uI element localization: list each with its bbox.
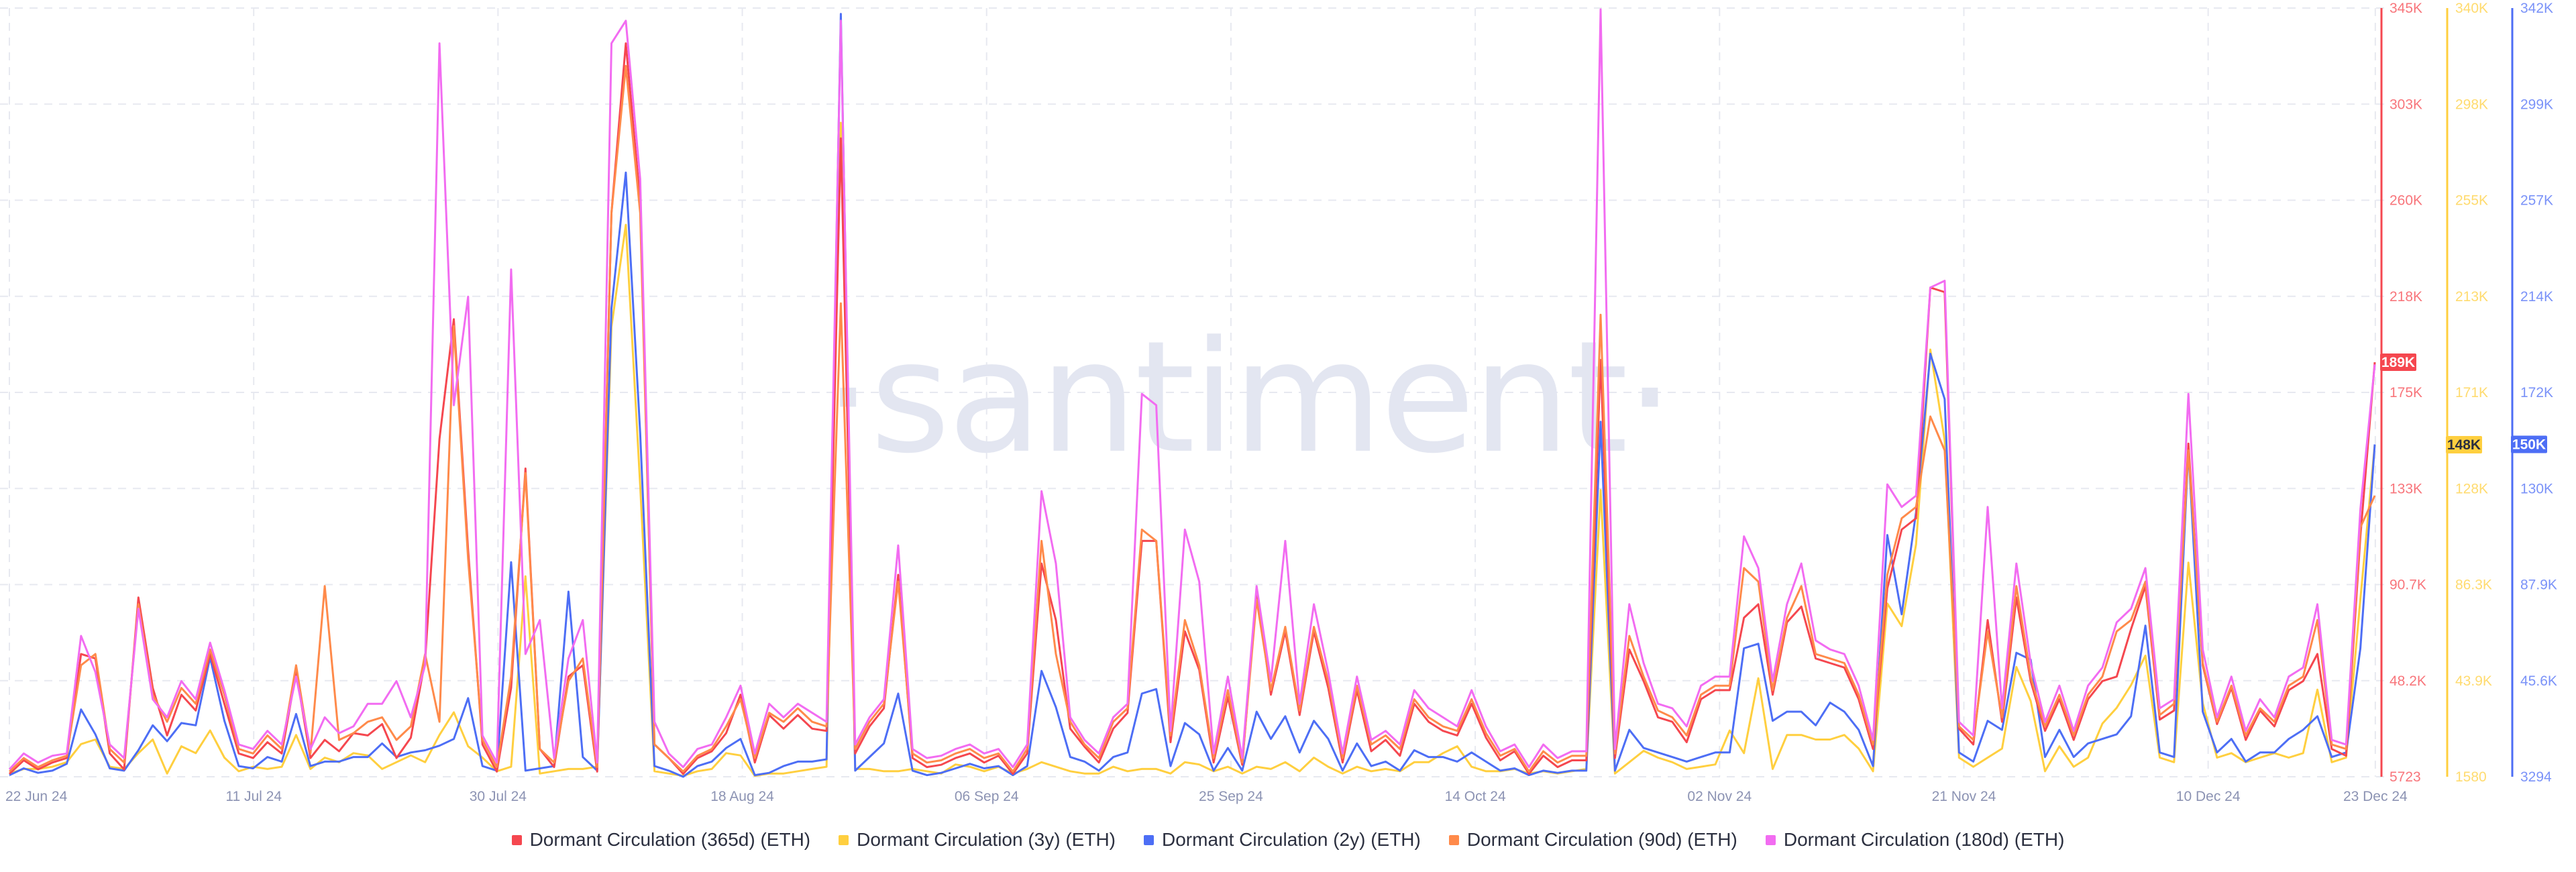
x-tick-label: 02 Nov 24 xyxy=(1687,789,1752,804)
y-tick-label: 5723 xyxy=(2390,769,2421,785)
y-tick-label: 303K xyxy=(2390,97,2422,112)
x-tick-label: 14 Oct 24 xyxy=(1445,789,1506,804)
y-tick-label: 345K xyxy=(2390,1,2422,16)
y-tick-label: 342K xyxy=(2520,1,2553,16)
y-tick-label: 257K xyxy=(2520,193,2553,209)
legend-label: Dormant Circulation (90d) (ETH) xyxy=(1466,829,1737,850)
y-tick-label: 45.6K xyxy=(2520,673,2557,689)
x-tick-label: 11 Jul 24 xyxy=(225,789,282,804)
series-line xyxy=(9,121,2376,777)
legend-item[interactable]: Dormant Circulation (3y) (ETH) xyxy=(839,829,1116,851)
last-value-badge xyxy=(2511,435,2547,453)
legend-label: Dormant Circulation (365d) (ETH) xyxy=(529,829,811,850)
y-tick-label: 218K xyxy=(2390,289,2422,305)
y-tick-label: 133K xyxy=(2390,481,2422,496)
x-tick-label: 30 Jul 24 xyxy=(470,789,527,804)
y-tick-label: 86.3K xyxy=(2455,578,2492,593)
last-value-badge-text: 148K xyxy=(2447,437,2481,453)
y-tick-label: 130K xyxy=(2520,481,2553,496)
legend-label: Dormant Circulation (2y) (ETH) xyxy=(1162,829,1421,850)
y-tick-label: 260K xyxy=(2390,193,2422,209)
legend-item[interactable]: Dormant Circulation (2y) (ETH) xyxy=(1144,829,1421,851)
x-tick-label: 25 Sep 24 xyxy=(1199,789,1263,804)
series-line xyxy=(8,64,2376,773)
legend-swatch xyxy=(1144,834,1154,845)
legend-item[interactable]: Dormant Circulation (365d) (ETH) xyxy=(511,829,811,851)
last-value-badge-text: 189K xyxy=(2381,355,2415,370)
y-tick-label: 255K xyxy=(2455,193,2488,209)
y-tick-label: 214K xyxy=(2520,289,2553,305)
y-tick-label: 175K xyxy=(2390,385,2422,400)
y-tick-label: 298K xyxy=(2455,97,2488,112)
x-tick-label: 06 Sep 24 xyxy=(955,789,1019,804)
x-tick-label: 18 Aug 24 xyxy=(710,789,774,804)
last-value-badge xyxy=(2380,353,2416,372)
last-value-badge xyxy=(2446,436,2482,454)
x-tick-label: 21 Nov 24 xyxy=(1932,789,1996,804)
y-tick-label: 213K xyxy=(2455,289,2488,305)
y-tick-label: 43.9K xyxy=(2455,673,2492,689)
chart-legend: Dormant Circulation (365d) (ETH) Dormant … xyxy=(0,826,2576,853)
x-tick-label: 10 Dec 24 xyxy=(2176,789,2241,804)
y-tick-label: 128K xyxy=(2455,481,2488,496)
y-tick-label: 1580 xyxy=(2455,769,2487,785)
legend-label: Dormant Circulation (3y) (ETH) xyxy=(857,829,1116,850)
y-tick-label: 48.2K xyxy=(2390,673,2426,689)
y-tick-label: 299K xyxy=(2520,97,2553,112)
last-value-badge-text: 150K xyxy=(2512,437,2546,452)
x-tick-label: 23 Dec 24 xyxy=(2343,789,2408,804)
legend-label: Dormant Circulation (180d) (ETH) xyxy=(1783,829,2065,850)
y-tick-label: 340K xyxy=(2455,1,2488,16)
legend-swatch xyxy=(1765,834,1776,845)
y-tick-label: 171K xyxy=(2455,385,2488,400)
legend-swatch xyxy=(511,834,522,845)
y-tick-label: 87.9K xyxy=(2520,578,2557,593)
legend-swatch xyxy=(1448,834,1459,845)
x-tick-label: 22 Jun 24 xyxy=(5,789,68,804)
santiment-watermark: ·santiment· xyxy=(824,309,1672,488)
y-tick-label: 172K xyxy=(2520,385,2553,400)
series-line xyxy=(9,13,2376,778)
legend-swatch xyxy=(839,834,849,845)
legend-item[interactable]: Dormant Circulation (90d) (ETH) xyxy=(1448,829,1737,851)
series-line xyxy=(8,8,2376,771)
y-tick-label: 90.7K xyxy=(2390,578,2426,593)
y-tick-label: 3294 xyxy=(2520,769,2552,785)
legend-item[interactable]: Dormant Circulation (180d) (ETH) xyxy=(1765,829,2065,851)
